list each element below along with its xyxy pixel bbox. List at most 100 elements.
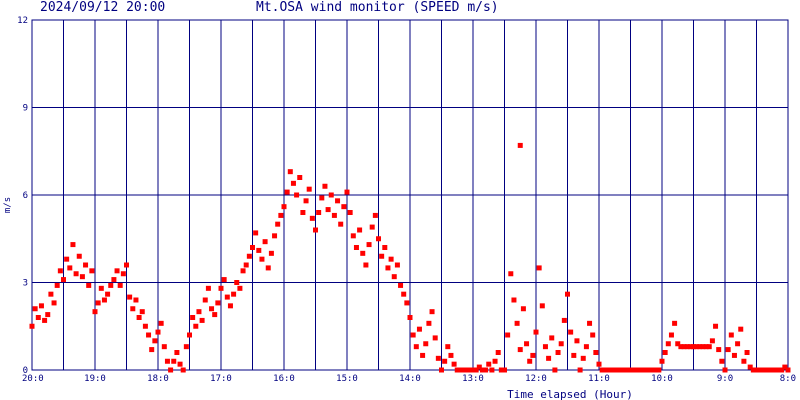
data-point	[366, 242, 372, 248]
y-tick-label: 9	[23, 104, 28, 114]
data-point	[316, 210, 322, 215]
y-tick-label: 0	[23, 366, 28, 376]
data-point	[155, 329, 161, 335]
data-point	[656, 367, 662, 373]
data-point	[202, 297, 208, 303]
data-point	[697, 344, 703, 350]
data-point	[61, 277, 66, 283]
x-tick-label: 16:0	[273, 374, 295, 384]
data-point	[527, 358, 533, 364]
data-point	[549, 335, 555, 341]
data-point	[464, 367, 470, 373]
data-point	[776, 367, 782, 373]
x-tick-label: 10:0	[651, 374, 673, 384]
data-point	[250, 245, 255, 250]
data-point	[136, 315, 142, 320]
y-tick-label: 3	[23, 279, 28, 289]
data-point	[357, 227, 363, 233]
data-point	[199, 317, 205, 323]
data-point	[448, 352, 454, 358]
data-point	[278, 212, 284, 218]
data-point	[568, 329, 574, 335]
data-point	[413, 344, 419, 350]
data-point	[744, 350, 750, 355]
data-point	[89, 268, 95, 274]
data-point	[741, 358, 747, 364]
data-point	[650, 367, 656, 373]
x-tick-label: 14:0	[399, 374, 421, 384]
data-point	[111, 277, 117, 283]
data-point	[42, 317, 48, 323]
x-tick-label: 18:0	[147, 374, 169, 384]
data-point	[171, 358, 177, 364]
data-point	[360, 250, 366, 256]
data-point	[86, 282, 92, 288]
data-point	[410, 332, 416, 338]
data-point	[779, 367, 785, 373]
data-point	[54, 282, 60, 288]
data-point	[369, 224, 375, 230]
data-point	[476, 364, 482, 370]
data-point	[709, 338, 715, 344]
data-point	[70, 242, 76, 248]
data-point	[577, 367, 583, 373]
data-point	[117, 282, 123, 288]
x-tick-label: 12:0	[525, 374, 547, 384]
data-point	[376, 236, 381, 242]
data-point	[546, 355, 552, 361]
data-point	[139, 309, 145, 315]
data-point	[536, 265, 542, 271]
data-point	[457, 367, 463, 373]
data-point	[268, 250, 274, 256]
data-point	[275, 221, 281, 227]
data-point	[67, 265, 73, 271]
data-point	[738, 326, 744, 332]
data-point	[668, 332, 674, 338]
data-point	[322, 183, 328, 189]
data-point	[404, 300, 410, 306]
data-point	[624, 367, 630, 373]
data-point	[684, 344, 690, 350]
data-point	[328, 192, 334, 198]
data-point	[218, 285, 224, 291]
data-point	[149, 347, 155, 353]
data-point	[209, 306, 215, 312]
data-point	[152, 338, 158, 344]
data-point	[388, 256, 394, 262]
data-point	[542, 344, 548, 350]
data-point	[256, 247, 262, 253]
data-point	[530, 352, 536, 358]
data-point	[760, 367, 766, 373]
data-point	[231, 291, 237, 297]
data-point	[363, 262, 369, 268]
data-point	[470, 367, 476, 373]
data-point	[193, 323, 199, 329]
data-point	[215, 300, 221, 306]
data-point	[331, 212, 337, 218]
data-point	[73, 271, 79, 277]
data-point	[394, 262, 400, 268]
data-point	[435, 355, 441, 361]
data-point	[621, 367, 627, 373]
data-point	[385, 265, 391, 271]
data-point	[429, 309, 435, 315]
data-point	[454, 367, 460, 373]
data-point	[561, 317, 567, 323]
data-point	[612, 367, 618, 373]
data-point	[634, 367, 640, 373]
data-point	[120, 271, 126, 277]
data-point	[439, 367, 444, 373]
data-point	[45, 312, 51, 318]
data-point	[79, 274, 85, 280]
data-point	[347, 210, 353, 215]
data-point	[401, 291, 407, 297]
data-point	[309, 215, 315, 221]
data-point	[353, 245, 359, 250]
data-point	[517, 347, 523, 353]
data-point	[287, 169, 293, 175]
data-point	[290, 180, 296, 186]
data-point	[382, 245, 388, 250]
data-point	[341, 204, 347, 210]
data-point	[130, 306, 136, 312]
data-point	[174, 350, 180, 355]
